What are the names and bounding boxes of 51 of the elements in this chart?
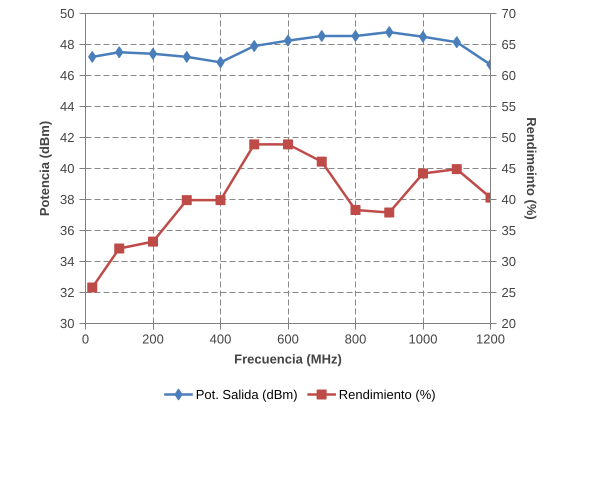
point: [182, 195, 192, 206]
point: [216, 195, 226, 206]
y-tick-label: 34: [60, 254, 75, 269]
point: [249, 139, 260, 150]
point: [148, 236, 158, 247]
point: [87, 282, 98, 293]
y-tick-label: 46: [60, 68, 75, 83]
legend-label: Rendimiento (%): [338, 387, 436, 402]
x-axis-title: Frecuencia (MHz): [234, 352, 342, 366]
y-tick-label: 44: [60, 99, 75, 114]
y2-axis-title: Rendimeinto (%): [524, 117, 539, 220]
y2-tick-label: 35: [502, 223, 516, 238]
y2-tick-label: 45: [502, 161, 516, 176]
point: [418, 30, 428, 43]
point: [418, 168, 428, 178]
point: [452, 164, 462, 174]
y-tick-label: 50: [60, 6, 75, 21]
x-tick-label: 200: [142, 332, 164, 346]
point: [284, 34, 292, 47]
y2-tick-label: 65: [502, 37, 516, 52]
point: [350, 205, 360, 216]
x-tick-label: 0: [82, 332, 90, 346]
y2-tick-label: 70: [502, 6, 516, 21]
y-tick-label: 30: [60, 316, 75, 331]
y-tick-label: 38: [60, 192, 75, 207]
x-tick-label: 1200: [476, 332, 505, 346]
y-axis-title: Potencia (dBm): [37, 120, 52, 216]
x-tick-label: 400: [210, 332, 232, 346]
x-tick-label: 600: [277, 332, 299, 346]
point: [114, 243, 124, 254]
point: [384, 208, 394, 218]
point: [351, 30, 360, 42]
point: [316, 156, 327, 167]
y2-tick-label: 30: [502, 254, 516, 269]
y2-tick-label: 20: [502, 316, 516, 331]
y2-tick-label: 40: [502, 192, 516, 207]
y2-tick-label: 50: [502, 130, 516, 145]
y2-tick-label: 25: [502, 285, 516, 300]
x-tick-label: 1000: [408, 332, 438, 346]
point: [216, 56, 225, 68]
y-tick-label: 32: [60, 285, 75, 300]
x-tick-label: 800: [344, 332, 366, 346]
y-tick-label: 42: [60, 130, 75, 145]
y2-tick-label: 55: [502, 99, 516, 114]
point: [283, 139, 293, 150]
point: [148, 48, 158, 60]
legend-label: Pot. Salida (dBm): [196, 387, 298, 402]
y-tick-label: 36: [60, 223, 75, 238]
y-tick-label: 48: [60, 37, 75, 52]
y2-tick-label: 60: [502, 68, 516, 83]
y-tick-label: 40: [60, 161, 75, 176]
